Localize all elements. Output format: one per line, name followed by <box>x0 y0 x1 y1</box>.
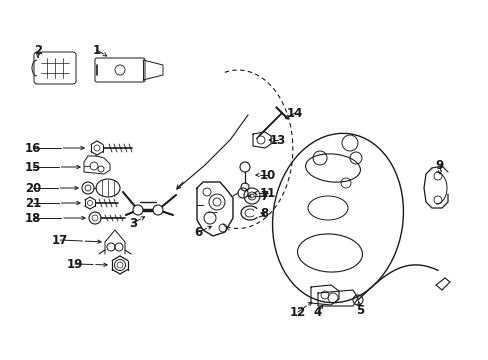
Text: 15: 15 <box>25 161 41 174</box>
Text: 12: 12 <box>289 306 305 319</box>
Text: 7: 7 <box>260 189 267 202</box>
Text: 9: 9 <box>435 158 443 171</box>
Text: 18: 18 <box>25 212 41 225</box>
Text: 5: 5 <box>355 303 364 316</box>
Text: 6: 6 <box>193 225 202 239</box>
Text: 3: 3 <box>129 216 137 230</box>
Text: 4: 4 <box>313 306 322 319</box>
Circle shape <box>153 205 163 215</box>
Text: 20: 20 <box>25 181 41 194</box>
Text: 21: 21 <box>25 197 41 210</box>
Text: 2: 2 <box>34 44 42 57</box>
Text: 1: 1 <box>93 44 101 57</box>
Text: 10: 10 <box>259 168 276 181</box>
Text: 13: 13 <box>269 134 285 147</box>
Text: 17: 17 <box>52 234 68 247</box>
Circle shape <box>133 205 142 215</box>
Text: 11: 11 <box>259 186 276 199</box>
Text: 14: 14 <box>286 107 303 120</box>
Text: 8: 8 <box>259 207 267 220</box>
Text: 19: 19 <box>67 257 83 270</box>
Text: 16: 16 <box>25 141 41 154</box>
